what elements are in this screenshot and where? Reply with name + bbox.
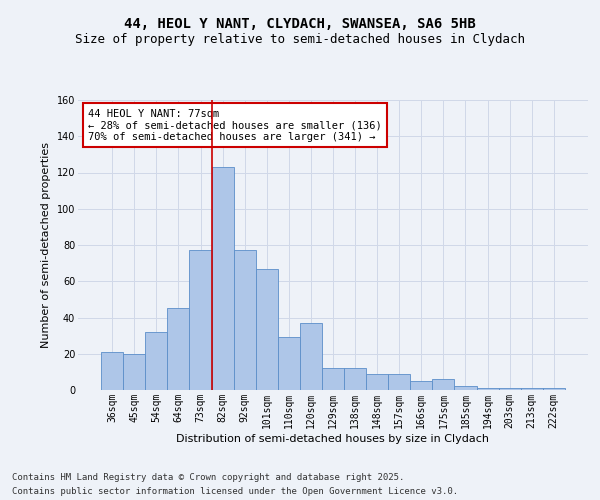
Bar xyxy=(167,308,190,390)
Bar xyxy=(410,381,433,390)
Text: 44, HEOL Y NANT, CLYDACH, SWANSEA, SA6 5HB: 44, HEOL Y NANT, CLYDACH, SWANSEA, SA6 5… xyxy=(124,18,476,32)
Bar xyxy=(322,368,344,390)
Bar xyxy=(233,250,256,390)
Bar xyxy=(476,388,499,390)
Bar xyxy=(433,379,454,390)
Bar xyxy=(499,388,521,390)
Bar xyxy=(145,332,167,390)
X-axis label: Distribution of semi-detached houses by size in Clydach: Distribution of semi-detached houses by … xyxy=(176,434,490,444)
Bar xyxy=(454,386,476,390)
Text: Size of property relative to semi-detached houses in Clydach: Size of property relative to semi-detach… xyxy=(75,32,525,46)
Bar xyxy=(388,374,410,390)
Text: 44 HEOL Y NANT: 77sqm
← 28% of semi-detached houses are smaller (136)
70% of sem: 44 HEOL Y NANT: 77sqm ← 28% of semi-deta… xyxy=(88,108,382,142)
Text: Contains HM Land Registry data © Crown copyright and database right 2025.: Contains HM Land Registry data © Crown c… xyxy=(12,472,404,482)
Bar xyxy=(521,388,543,390)
Bar xyxy=(543,388,565,390)
Bar xyxy=(300,323,322,390)
Bar xyxy=(344,368,366,390)
Text: Contains public sector information licensed under the Open Government Licence v3: Contains public sector information licen… xyxy=(12,488,458,496)
Bar xyxy=(278,338,300,390)
Bar xyxy=(366,374,388,390)
Bar xyxy=(101,352,123,390)
Y-axis label: Number of semi-detached properties: Number of semi-detached properties xyxy=(41,142,51,348)
Bar xyxy=(123,354,145,390)
Bar xyxy=(212,167,233,390)
Bar xyxy=(190,250,212,390)
Bar xyxy=(256,268,278,390)
